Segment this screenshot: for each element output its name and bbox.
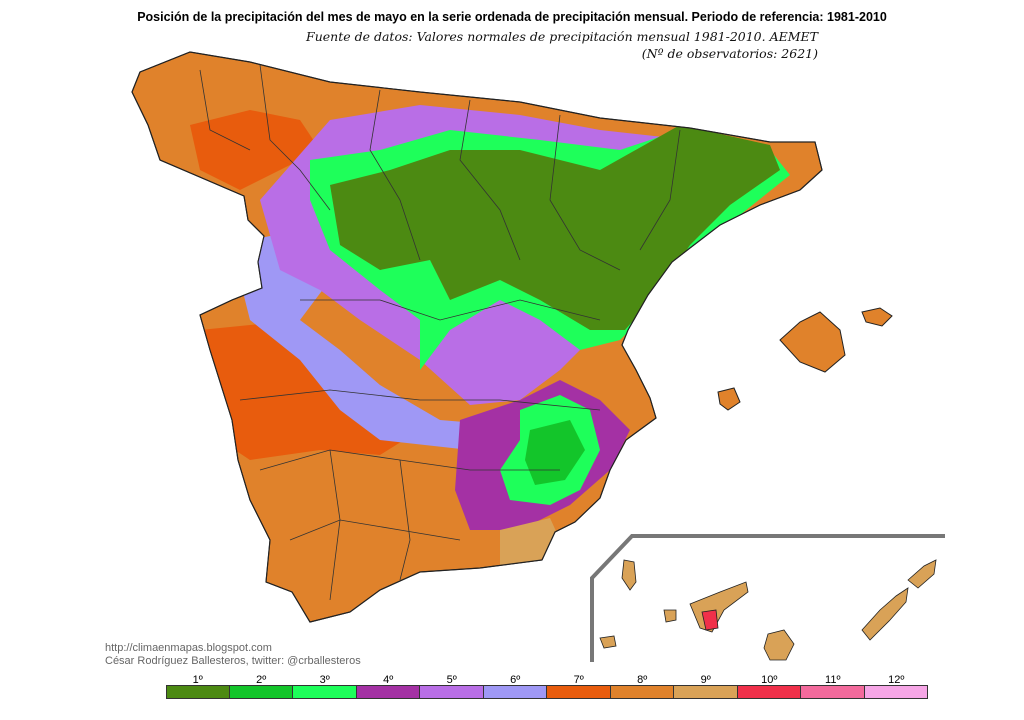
island-la-palma bbox=[621, 559, 637, 591]
island-lanzarote bbox=[907, 559, 937, 589]
island-mallorca bbox=[779, 311, 846, 373]
legend-swatch bbox=[420, 685, 484, 699]
color-legend: 1º 2º 3º 4º 5º 6º 7º 8º 9º 10º 11º 12º bbox=[166, 674, 930, 708]
legend-item: 6º bbox=[483, 674, 547, 708]
balearic-islands bbox=[717, 307, 893, 411]
legend-label: 9º bbox=[700, 674, 711, 686]
legend-swatch bbox=[674, 685, 738, 699]
legend-swatch bbox=[801, 685, 865, 699]
island-la-gomera bbox=[663, 609, 677, 623]
zone-2-southeast bbox=[525, 420, 585, 485]
legend-item: 8º bbox=[610, 674, 674, 708]
legend-item: 5º bbox=[420, 674, 484, 708]
legend-swatch bbox=[610, 685, 674, 699]
map-title: Posición de la precipitación del mes de … bbox=[137, 10, 887, 24]
legend-item: 11º bbox=[801, 674, 865, 708]
legend-label: 1º bbox=[192, 674, 203, 686]
island-gran-canaria bbox=[763, 629, 795, 661]
legend-label: 3º bbox=[319, 674, 330, 686]
legend-label: 2º bbox=[256, 674, 267, 686]
legend-swatch bbox=[229, 685, 293, 699]
legend-label: 6º bbox=[510, 674, 521, 686]
legend-label: 12º bbox=[888, 674, 905, 686]
inset-frame bbox=[590, 534, 945, 662]
island-el-hierro bbox=[599, 635, 617, 649]
peninsula bbox=[131, 51, 823, 623]
legend-swatch bbox=[356, 685, 420, 699]
canary-inset bbox=[590, 534, 945, 662]
legend-swatch bbox=[864, 685, 928, 699]
legend-label: 4º bbox=[383, 674, 394, 686]
source-line-2: (Nº de observatorios: 2621) bbox=[641, 46, 818, 61]
legend-swatch bbox=[737, 685, 801, 699]
island-tenerife bbox=[689, 581, 749, 633]
legend-item: 10º bbox=[737, 674, 801, 708]
island-ibiza bbox=[717, 387, 741, 411]
zone-7-northwest bbox=[190, 110, 320, 190]
legend-item: 4º bbox=[356, 674, 420, 708]
legend-item: 3º bbox=[293, 674, 357, 708]
legend-swatch bbox=[547, 685, 611, 699]
credits-url: http://climaenmapas.blogspot.com bbox=[105, 642, 272, 654]
legend-item: 1º bbox=[166, 674, 230, 708]
island-fuerteventura bbox=[861, 587, 909, 641]
peninsula-outline bbox=[131, 51, 823, 623]
province-borders bbox=[199, 64, 681, 601]
map-source: Fuente de datos: Valores normales de pre… bbox=[306, 28, 818, 62]
source-line-1: Fuente de datos: Valores normales de pre… bbox=[306, 29, 818, 44]
legend-label: 5º bbox=[446, 674, 457, 686]
legend-item: 7º bbox=[547, 674, 611, 708]
legend-item: 9º bbox=[674, 674, 738, 708]
island-menorca bbox=[861, 307, 893, 327]
legend-label: 7º bbox=[573, 674, 584, 686]
credits: http://climaenmapas.blogspot.com César R… bbox=[105, 642, 361, 668]
legend-label: 11º bbox=[825, 674, 841, 686]
legend-swatch bbox=[293, 685, 357, 699]
legend-label: 8º bbox=[637, 674, 648, 686]
tenerife-zone-10 bbox=[701, 609, 719, 631]
legend-swatch bbox=[166, 685, 230, 699]
legend-swatch bbox=[483, 685, 547, 699]
legend-label: 10º bbox=[761, 674, 778, 686]
legend-item: 2º bbox=[229, 674, 293, 708]
credits-author: César Rodríguez Ballesteros, twitter: @c… bbox=[105, 655, 361, 667]
legend-item: 12º bbox=[864, 674, 928, 708]
